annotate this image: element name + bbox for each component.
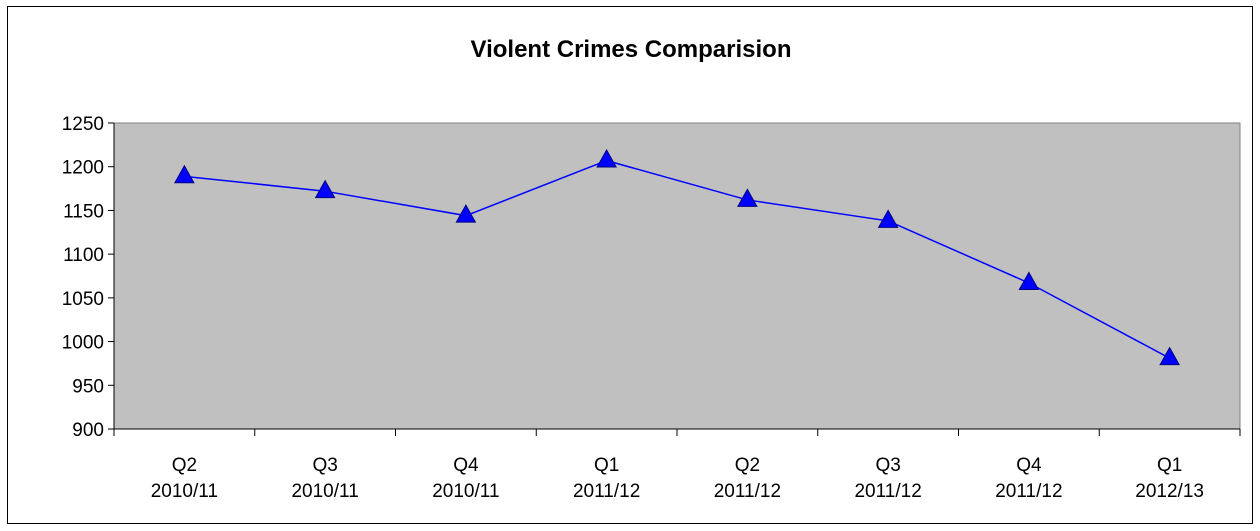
x-tick-label-year: 2012/13 — [1135, 481, 1204, 502]
x-tick-label-quarter: Q2 — [735, 455, 760, 476]
y-tick-label: 1150 — [63, 201, 104, 222]
series-layer — [174, 149, 1180, 366]
x-tick-label-year: 2011/12 — [995, 481, 1062, 502]
y-tick-label: 1250 — [62, 114, 104, 135]
data-point-triangle — [174, 164, 195, 184]
y-axis: 900 950 1000 1050 1100 1150 1200 1250 — [62, 114, 115, 441]
data-point-triangle — [877, 209, 899, 228]
data-point-triangle — [737, 188, 758, 207]
y-tick-label: 1200 — [62, 158, 104, 179]
data-point-triangle — [1159, 346, 1180, 366]
x-axis: Q2 2010/11 Q3 2010/11 Q4 2010/11 Q1 2011/12 Q2 20… — [113, 428, 1241, 502]
y-tick-label: 1000 — [62, 333, 104, 354]
x-tick-label-year: 2010/11 — [291, 481, 358, 502]
x-tick-label-quarter: Q4 — [1016, 455, 1042, 476]
data-point-triangle — [1018, 271, 1040, 290]
x-tick-label-year: 2010/11 — [432, 481, 499, 502]
y-tick-label: 900 — [72, 420, 104, 441]
data-point-triangle — [455, 204, 477, 223]
x-tick-label-quarter: Q3 — [875, 455, 900, 476]
y-tick-label: 1050 — [62, 289, 104, 310]
y-tick-label: 1100 — [63, 245, 104, 266]
y-tick-label: 950 — [72, 376, 104, 397]
chart-frame: Violent Crimes Comparision 900 950 1000 105… — [7, 6, 1253, 524]
x-tick-label-year: 2010/11 — [151, 481, 218, 502]
line-chart: Violent Crimes Comparision 900 950 1000 105… — [62, 36, 1241, 502]
x-tick-label-year: 2011/12 — [854, 481, 921, 502]
x-tick-label-year: 2011/12 — [714, 481, 781, 502]
plot-area — [113, 122, 1241, 430]
data-point-triangle — [314, 179, 336, 199]
x-tick-label-quarter: Q1 — [1157, 455, 1182, 476]
x-tick-label-quarter: Q3 — [312, 455, 337, 476]
chart-title: Violent Crimes Comparision — [471, 36, 792, 63]
x-tick-label-quarter: Q1 — [594, 455, 619, 476]
x-tick-label-quarter: Q4 — [453, 455, 479, 476]
x-tick-label-year: 2011/12 — [573, 481, 640, 502]
x-tick-label-quarter: Q2 — [172, 455, 197, 476]
data-point-triangle — [596, 149, 617, 168]
series-line — [184, 159, 1170, 359]
